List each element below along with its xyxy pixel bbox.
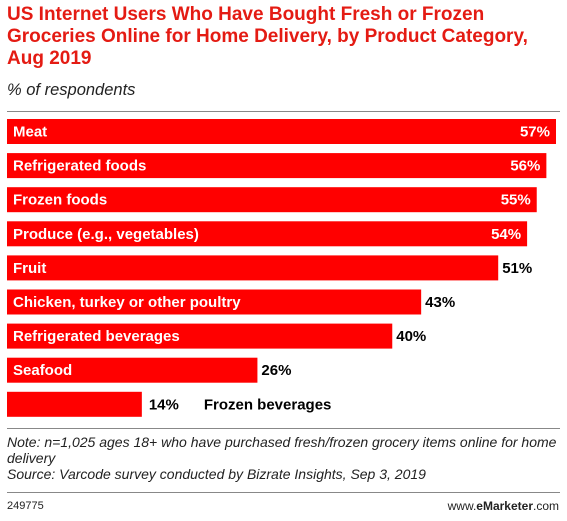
- bar-seafood: [7, 357, 258, 383]
- value-label-frozen-beverages: 14%: [149, 396, 179, 413]
- chart-subtitle: % of respondents: [7, 81, 136, 99]
- bar-chart: Meat 57% Refrigerated foods 56% Frozen foods…: [7, 119, 556, 417]
- chart-title: US Internet Users Who Have Bought Fresh …: [7, 4, 528, 69]
- chart-id: 249775: [7, 500, 44, 512]
- category-label-refrigerated-foods: Refrigerated foods: [13, 158, 146, 175]
- bottom-divider: [7, 428, 560, 429]
- value-label-refrigerated-beverages: 40%: [396, 328, 426, 345]
- note-text: Note: n=1,025 ages 18+ who have purchase…: [7, 434, 557, 466]
- source-text: Source: Varcode survey conducted by Bizr…: [7, 466, 426, 482]
- value-label-meat: 57%: [520, 124, 550, 141]
- bar-meat: [7, 119, 556, 144]
- category-label-chicken-turkey-or-other-poultry: Chicken, turkey or other poultry: [13, 294, 241, 311]
- category-label-seafood: Seafood: [13, 362, 72, 379]
- bar-fruit: [7, 255, 499, 281]
- brand-name: eMarketer: [476, 499, 533, 513]
- bar-chicken-turkey-or-other-poultry: [7, 289, 422, 315]
- brand-link[interactable]: www.eMarketer.com: [448, 499, 559, 513]
- bar-refrigerated-beverages: [7, 323, 393, 349]
- bar-frozen-beverages: [7, 391, 142, 417]
- category-label-frozen-foods: Frozen foods: [13, 192, 107, 209]
- footer-divider: [7, 492, 560, 493]
- category-label-fruit: Fruit: [13, 260, 46, 277]
- value-label-chicken-turkey-or-other-poultry: 43%: [425, 294, 455, 311]
- category-label-meat: Meat: [13, 124, 47, 141]
- bar-frozen-foods: [7, 187, 537, 213]
- category-label-frozen-beverages: Frozen beverages: [204, 396, 332, 413]
- category-label-refrigerated-beverages: Refrigerated beverages: [13, 328, 180, 345]
- brand-suffix: .com: [532, 499, 559, 513]
- bar-produce-e-g-vegetables: [7, 221, 528, 247]
- value-label-seafood: 26%: [261, 362, 291, 379]
- bar-refrigerated-foods: [7, 153, 547, 179]
- value-label-fruit: 51%: [502, 260, 532, 277]
- top-divider: [7, 111, 560, 112]
- category-label-produce-e-g-vegetables: Produce (e.g., vegetables): [13, 226, 199, 243]
- value-label-frozen-foods: 55%: [501, 192, 531, 209]
- chart-footnote: Note: n=1,025 ages 18+ who have purchase…: [7, 434, 560, 482]
- value-label-refrigerated-foods: 56%: [510, 158, 540, 175]
- value-label-produce-e-g-vegetables: 54%: [491, 226, 521, 243]
- brand-prefix: www.: [447, 499, 477, 513]
- bars-layer: Meat 57% Refrigerated foods 56% Frozen foods…: [7, 119, 556, 417]
